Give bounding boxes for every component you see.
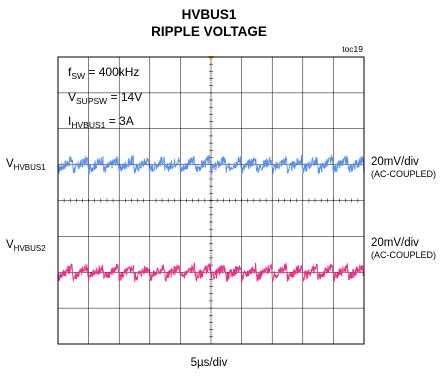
timebase-label: 5µs/div — [190, 357, 228, 369]
scope-frame — [57, 56, 365, 345]
annotation-load-current: IHVBUS1 = 3A — [68, 114, 134, 130]
scale-value: 20mV/div — [371, 156, 419, 168]
chart-subtitle: RIPPLE VOLTAGE — [151, 24, 267, 39]
coupling-value: (AC-COUPLED) — [371, 169, 437, 179]
figure-code: toc19 — [342, 44, 363, 54]
scale-value: 20mV/div — [371, 237, 419, 249]
chart-title: HVBUS1 — [181, 7, 237, 22]
scale-label-hvbus1: 20mV/div (AC-COUPLED) — [371, 156, 436, 180]
trace-hvbus2 — [57, 261, 365, 283]
trace-label-hvbus1: VHVBUS1 — [6, 158, 46, 172]
scope-traces — [57, 154, 365, 283]
scale-label-hvbus2: 20mV/div (AC-COUPLED) — [371, 237, 436, 261]
trace-hvbus1 — [57, 154, 365, 176]
annotation-switching-frequency: fSW = 400kHz — [68, 65, 140, 81]
coupling-value: (AC-COUPLED) — [371, 250, 437, 260]
annotation-supply-voltage: VSUPSW = 14V — [68, 90, 143, 106]
trace-label-hvbus2: VHVBUS2 — [6, 239, 46, 253]
